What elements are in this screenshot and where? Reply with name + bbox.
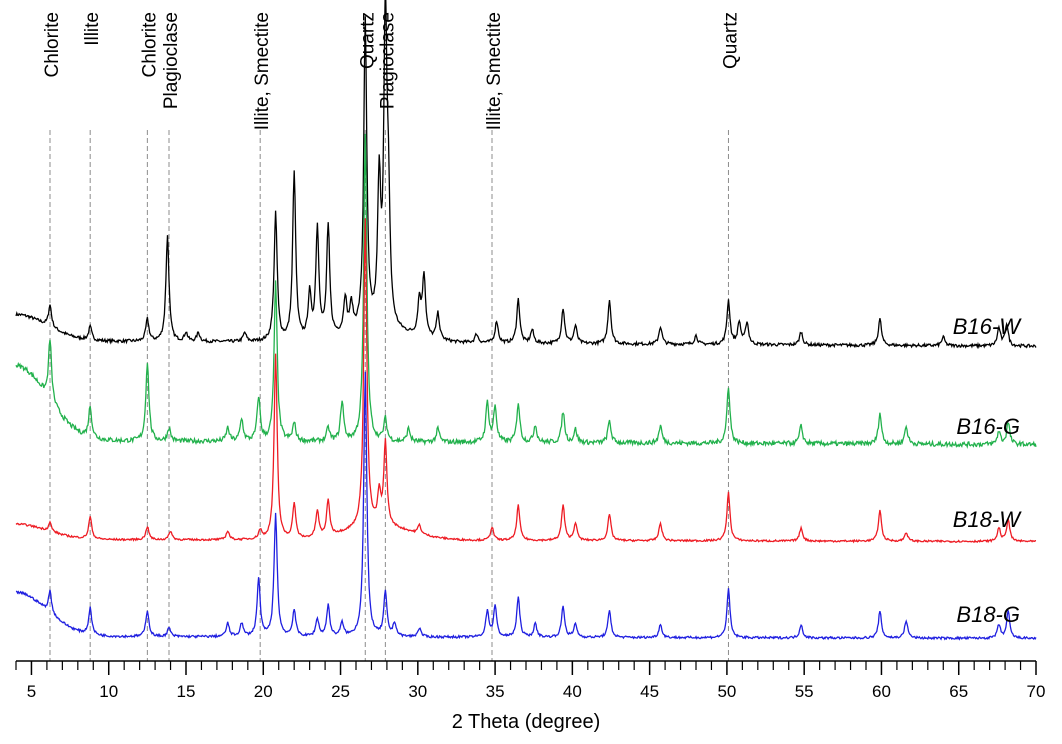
mineral-label: Illite, Smectite [484,12,505,130]
series-label: B18-W [953,507,1022,532]
x-tick-label: 40 [563,682,582,701]
x-tick-label: 70 [1027,682,1046,701]
series-line-b16-w [15,0,1037,349]
x-tick-label: 15 [177,682,196,701]
series-label: B18-G [956,602,1020,627]
mineral-label: Chlorite [139,12,160,77]
x-tick-label: 20 [254,682,273,701]
x-tick-label: 30 [408,682,427,701]
x-tick-label: 60 [872,682,891,701]
mineral-reference-lines: Chlorite Illite Chlorite Plagioclase Illite,… [42,12,741,661]
x-tick-label: 50 [717,682,736,701]
series-label: B16-G [956,414,1020,439]
mineral-label: Quartz [720,12,741,69]
series-line-b16-g [15,133,1037,449]
mineral-label: Illite, Smectite [252,12,273,130]
x-tick-label: 25 [331,682,350,701]
series-line-b18-g [15,371,1037,641]
x-axis: 5 10 15 20 25 30 35 40 45 50 55 60 65 70 [15,660,1046,701]
x-tick-label: 5 [27,682,36,701]
mineral-label: Quartz [357,12,378,69]
x-tick-label: 65 [949,682,968,701]
x-tick-label: 35 [486,682,505,701]
mineral-label: Chlorite [42,12,63,77]
x-tick-label: 45 [640,682,659,701]
series-label: B16-W [953,314,1022,339]
diffraction-curves [15,0,1037,641]
x-tick-label: 55 [795,682,814,701]
mineral-label: Plagioclase [161,12,182,109]
mineral-label: Plagioclase [377,12,398,109]
series-line-b18-w [15,218,1037,544]
x-axis-label: 2 Theta (degree) [452,711,601,733]
mineral-label: Illite [82,12,103,46]
x-tick-label: 10 [99,682,118,701]
